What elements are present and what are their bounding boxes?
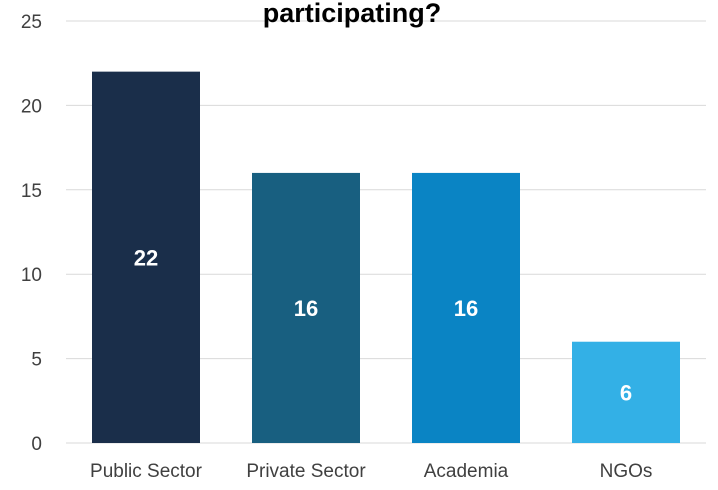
bars (92, 71, 680, 444)
data-labels: 22 16 16 6 (134, 245, 632, 405)
y-tick-label: 5 (31, 350, 42, 371)
y-tick-label: 10 (21, 265, 42, 286)
y-tick-label: 15 (21, 181, 42, 202)
bar (412, 172, 520, 444)
x-tick-label: Academia (424, 461, 509, 482)
data-label: 6 (620, 380, 632, 405)
bar (572, 341, 680, 443)
x-axis-categories: Public Sector Private Sector Academia NGOs (90, 461, 652, 482)
y-tick-label: 20 (21, 96, 42, 117)
y-tick-label: 0 (31, 434, 42, 455)
data-label: 16 (294, 296, 318, 321)
data-label: 16 (454, 296, 478, 321)
y-tick-label: 25 (21, 12, 42, 33)
bar (252, 172, 360, 444)
y-axis-ticks: 0 5 10 15 20 25 (21, 12, 42, 455)
x-tick-label: NGOs (600, 461, 653, 482)
data-label: 22 (134, 245, 158, 270)
chart-title: participating? (263, 0, 442, 28)
x-tick-label: Public Sector (90, 461, 203, 482)
bar (92, 71, 200, 443)
x-tick-label: Private Sector (246, 461, 366, 482)
